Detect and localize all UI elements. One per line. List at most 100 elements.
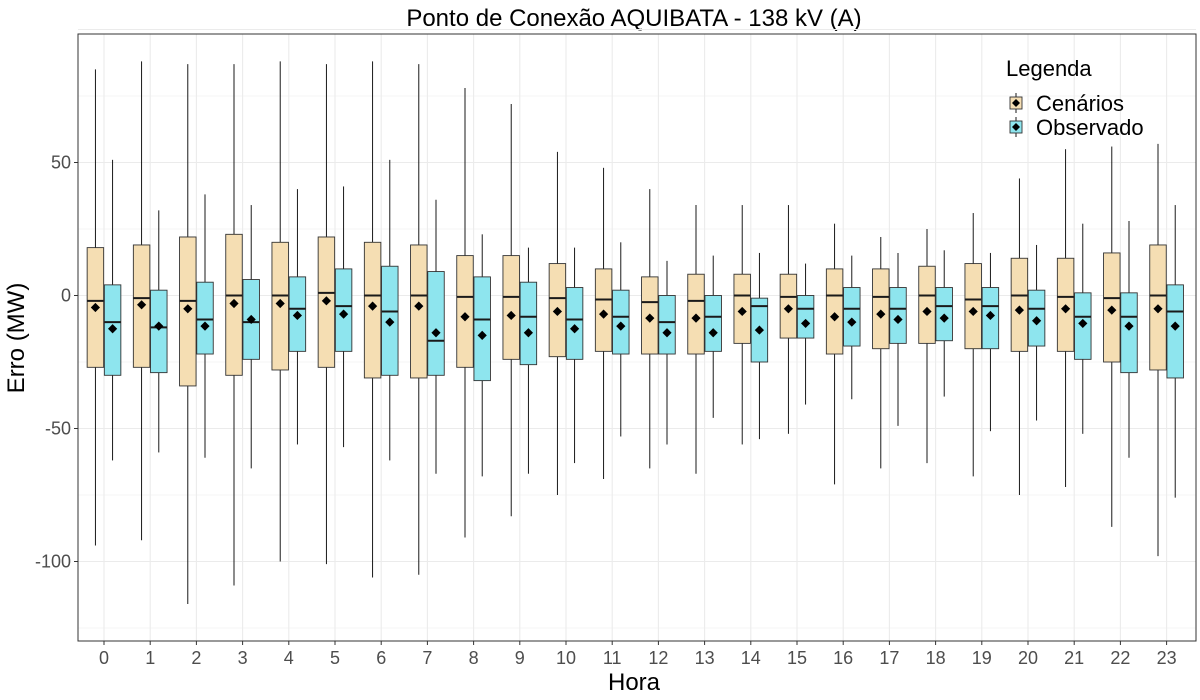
y-tick-label: -100 [35, 552, 71, 572]
mean-point [968, 306, 978, 317]
box-cenarios [825, 223, 844, 485]
box-cenarios [363, 61, 382, 578]
mean-point [922, 306, 932, 317]
x-tick-label: 2 [191, 648, 201, 668]
box-cenarios [179, 64, 197, 605]
box-observado [1166, 205, 1184, 498]
box-iqr [410, 244, 428, 379]
legend-label: Observado [1036, 115, 1144, 140]
plot-panel-border [77, 33, 1197, 642]
legend-item-observado: Observado [1009, 115, 1144, 140]
legend-item-cenarios: Cenários [1009, 91, 1124, 116]
box-observado [935, 250, 953, 397]
box-observado [288, 189, 307, 445]
mean-point [754, 325, 764, 335]
box-iqr [872, 268, 890, 350]
box-iqr [196, 281, 214, 355]
mean-point [137, 300, 147, 310]
box-iqr [843, 287, 861, 347]
box-observado [1027, 244, 1046, 421]
box-iqr [1166, 284, 1184, 379]
box-observado [196, 194, 214, 458]
box-observado [796, 263, 815, 405]
mean-point [876, 309, 886, 319]
x-tick-label: 6 [376, 648, 386, 668]
mean-point [691, 313, 701, 323]
x-tick-label: 8 [469, 648, 479, 668]
box-cenarios [271, 61, 289, 562]
x-tick-label: 20 [1018, 648, 1038, 668]
mean-point [321, 296, 331, 306]
y-tick-label: -50 [45, 419, 71, 439]
box-cenarios [594, 167, 613, 480]
y-tick-label: 50 [51, 153, 71, 173]
mean-point [506, 310, 516, 321]
box-iqr [796, 295, 815, 339]
x-tick-label: 15 [787, 648, 807, 668]
mean-point [460, 312, 470, 322]
box-cenarios [456, 88, 474, 538]
box-observado [981, 252, 1000, 432]
mean-point [477, 330, 487, 340]
x-tick-label: 12 [648, 648, 668, 668]
box-cenarios [918, 229, 936, 464]
box-cenarios [1056, 149, 1075, 488]
mean-point [1153, 304, 1163, 314]
box-iqr [519, 281, 538, 366]
x-tick-label: 22 [1110, 648, 1130, 668]
box-cenarios [548, 151, 567, 495]
box-iqr [565, 287, 584, 360]
x-tick-label: 7 [422, 648, 432, 668]
mean-point [847, 317, 857, 327]
mean-point [893, 314, 903, 325]
mean-point [1014, 305, 1024, 315]
mean-point [1170, 321, 1180, 331]
y-axis-title: Erro (MW) [3, 283, 30, 394]
mean-point [523, 328, 533, 338]
mean-point [1078, 318, 1088, 329]
legend-label: Cenários [1036, 91, 1124, 116]
legend-key-mean [1012, 123, 1020, 131]
box-iqr [1120, 292, 1138, 374]
mean-point [708, 328, 718, 338]
mean-point [939, 313, 949, 323]
mean-point [90, 302, 100, 313]
box-observado [334, 186, 353, 448]
x-tick-label: 14 [741, 648, 761, 668]
x-tick-label: 23 [1157, 648, 1177, 668]
x-tick-label: 17 [879, 648, 899, 668]
mean-point [183, 304, 193, 314]
mean-point [737, 306, 747, 317]
mean-point [368, 301, 378, 311]
box-cenarios [779, 205, 798, 434]
box-cenarios [410, 64, 428, 575]
box-observado [1120, 221, 1138, 458]
x-tick-label: 21 [1064, 648, 1084, 668]
mean-point [229, 298, 239, 309]
box-cenarios [502, 103, 520, 517]
mean-point [431, 328, 441, 338]
box-observado [242, 205, 260, 469]
x-tick-label: 3 [238, 648, 248, 668]
box-cenarios [132, 61, 151, 541]
mean-point [385, 317, 395, 327]
x-tick-label: 13 [695, 648, 715, 668]
box-observado [150, 210, 168, 453]
mean-point [1124, 321, 1134, 331]
box-iqr [825, 268, 844, 355]
legend-key-mean [1012, 99, 1020, 107]
box-iqr [150, 289, 168, 374]
x-tick-label: 4 [284, 648, 294, 668]
mean-point [616, 321, 626, 331]
mean-point [552, 306, 562, 317]
chart-title: Ponto de Conexão AQUIBATA - 138 kV (A) [406, 5, 861, 32]
mean-point [200, 321, 210, 331]
box-observado [843, 255, 861, 400]
box-cenarios [1010, 178, 1029, 495]
mean-point [292, 310, 302, 321]
box-iqr [502, 255, 520, 360]
x-tick-label: 1 [145, 648, 155, 668]
y-tick-label: 0 [61, 286, 71, 306]
